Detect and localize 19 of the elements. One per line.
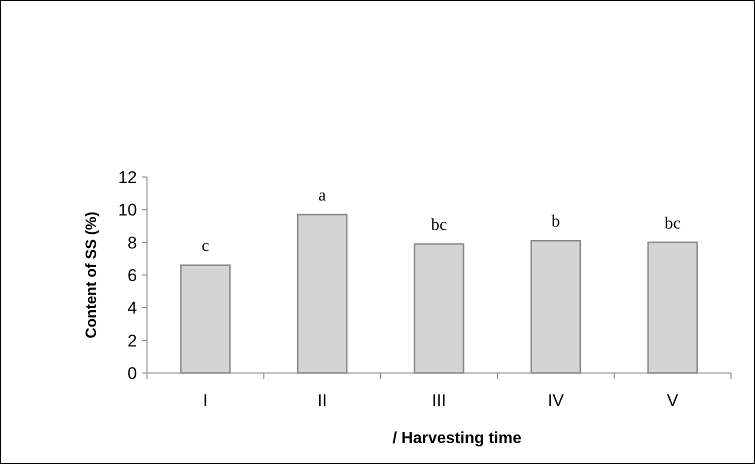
y-tick-label: 12 bbox=[118, 168, 137, 187]
y-tick-label: 0 bbox=[128, 364, 137, 383]
annotation: a bbox=[318, 186, 326, 205]
y-tick-label: 2 bbox=[128, 331, 137, 350]
x-tick-label: III bbox=[432, 391, 446, 410]
annotation: bc bbox=[664, 213, 682, 232]
y-axis-title: Content of SS (%) bbox=[83, 212, 100, 338]
annotation: bc bbox=[430, 214, 448, 234]
y-tick-label: 10 bbox=[118, 200, 137, 220]
x-tick-label: II bbox=[317, 391, 327, 410]
x-axis-title: / Harvesting time bbox=[392, 430, 522, 447]
y-tick-label: 8 bbox=[128, 233, 137, 252]
annotation: c bbox=[202, 236, 210, 256]
annotation: b bbox=[552, 212, 560, 231]
x-tick-label: V bbox=[666, 391, 679, 410]
x-tick-label: I bbox=[203, 391, 208, 410]
y-tick-label: 6 bbox=[128, 266, 137, 285]
x-tick-label: IV bbox=[548, 391, 564, 410]
y-tick-label: 4 bbox=[128, 298, 137, 318]
